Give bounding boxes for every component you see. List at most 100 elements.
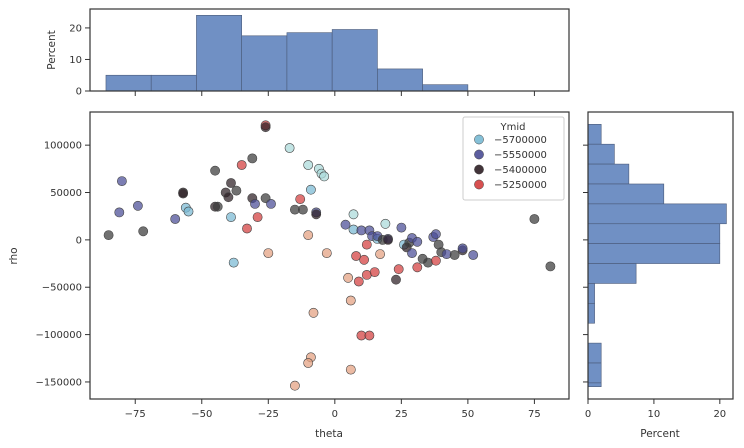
- y-axis-label: rho: [8, 247, 20, 264]
- top-hist-ylabel: Percent: [46, 30, 58, 70]
- scatter-point: [305, 184, 316, 195]
- right-x-tick-label: 20: [713, 409, 726, 420]
- top-hist-frame: [89, 8, 570, 92]
- scatter-point: [226, 212, 236, 222]
- scatter-point: [369, 267, 380, 277]
- scatter-point: [210, 165, 220, 176]
- scatter-point: [319, 171, 330, 182]
- x-tick-label: 75: [528, 409, 541, 420]
- scatter-point: [303, 160, 314, 170]
- right-hist-bar: [587, 203, 727, 225]
- top-hist-bar: [377, 68, 423, 92]
- top-y-tick-label: 20: [69, 23, 82, 34]
- top-hist-bar: [196, 15, 242, 92]
- scatter-point: [430, 229, 441, 240]
- right-hist-bar: [587, 243, 721, 264]
- y-tick-label: 100000: [44, 141, 82, 152]
- scatter-point: [297, 204, 308, 215]
- right-hist-bar: [587, 143, 615, 165]
- right-x-tick-label: 0: [585, 409, 591, 420]
- right-hist-bar: [587, 362, 602, 384]
- scatter-point: [529, 214, 540, 224]
- x-axis-ticks: −75 −50 −25 0 25 50 75: [125, 399, 541, 420]
- top-histogram: 0 10 20 Percent: [46, 8, 570, 98]
- x-tick-label: −50: [191, 409, 212, 420]
- scatter-point: [231, 185, 242, 196]
- scatter-point: [308, 307, 319, 318]
- scatter-point: [468, 250, 479, 260]
- right-hist-bar: [587, 263, 637, 284]
- scatter-point: [289, 380, 300, 391]
- scatter-point: [364, 330, 375, 341]
- right-x-tick-label: 10: [648, 409, 661, 420]
- scatter-point: [430, 255, 441, 266]
- legend-marker: [474, 134, 484, 145]
- right-hist-bar: [587, 382, 602, 387]
- scatter-point: [226, 178, 236, 188]
- scatter-point: [284, 143, 295, 153]
- top-hist-bars: [105, 15, 469, 92]
- scatter-point: [170, 214, 181, 224]
- legend-title: Ymid: [500, 122, 526, 133]
- right-hist-bar: [587, 223, 721, 244]
- scatter-point: [236, 160, 247, 170]
- scatter-point: [375, 249, 385, 259]
- scatter-point: [396, 222, 407, 233]
- top-y-tick-label: 0: [76, 87, 82, 98]
- scatter-point: [457, 243, 468, 254]
- scatter-point: [295, 194, 306, 204]
- right-hist-bar: [587, 342, 602, 364]
- scatter-point: [132, 200, 143, 211]
- legend-marker: [474, 149, 484, 160]
- x-tick-label: 25: [395, 409, 408, 420]
- scatter-point: [351, 251, 361, 261]
- legend-label: −5550000: [494, 150, 547, 161]
- scatter-point: [117, 176, 127, 186]
- scatter-point: [361, 239, 372, 250]
- top-hist-bar: [105, 74, 152, 92]
- top-hist-y-ticks: 0 10 20: [69, 23, 90, 98]
- scatter-point: [311, 209, 322, 220]
- y-tick-label: −50000: [42, 283, 82, 294]
- scatter-point: [247, 153, 258, 164]
- y-tick-label: 50000: [50, 188, 82, 199]
- x-tick-label: −25: [258, 409, 279, 420]
- top-hist-x-ticks: [134, 91, 535, 96]
- scatter-point: [178, 188, 188, 199]
- scatter-point: [340, 219, 351, 230]
- scatter-point: [263, 248, 274, 258]
- right-hist-xlabel: Percent: [640, 428, 680, 440]
- scatter-point: [242, 223, 252, 234]
- scatter-point: [393, 264, 404, 275]
- scatter-point: [212, 201, 223, 212]
- scatter-point: [348, 209, 359, 220]
- scatter-point: [353, 276, 364, 287]
- top-hist-bar: [331, 29, 378, 92]
- scatter-point: [343, 272, 353, 283]
- scatter-point: [138, 226, 149, 237]
- scatter-point: [380, 218, 391, 229]
- x-tick-label: −75: [125, 409, 146, 420]
- top-hist-bar: [241, 35, 288, 92]
- scatter-point: [345, 364, 356, 375]
- scatter-point: [391, 274, 401, 285]
- right-hist-y-ticks: [583, 144, 588, 383]
- right-hist-bar: [587, 303, 595, 324]
- top-hist-bar: [286, 32, 333, 92]
- scatter-plot: −75 −50 −25 0 25 50 75 −150000 −100000 −50000 0 50…: [8, 111, 570, 440]
- scatter-point: [412, 262, 423, 273]
- legend-box: [462, 116, 565, 201]
- scatter-point: [407, 248, 417, 258]
- top-y-tick-label: 10: [69, 55, 82, 66]
- scatter-frame: [89, 111, 570, 400]
- right-hist-frame: [587, 111, 734, 400]
- scatter-point: [228, 257, 239, 268]
- legend-marker: [474, 164, 484, 175]
- scatter-point: [345, 295, 356, 306]
- legend-label: −5250000: [494, 180, 547, 191]
- right-hist-bars: [587, 124, 727, 387]
- x-axis-label: theta: [315, 428, 343, 440]
- legend-label: −5700000: [494, 135, 547, 146]
- legend-marker: [474, 179, 484, 190]
